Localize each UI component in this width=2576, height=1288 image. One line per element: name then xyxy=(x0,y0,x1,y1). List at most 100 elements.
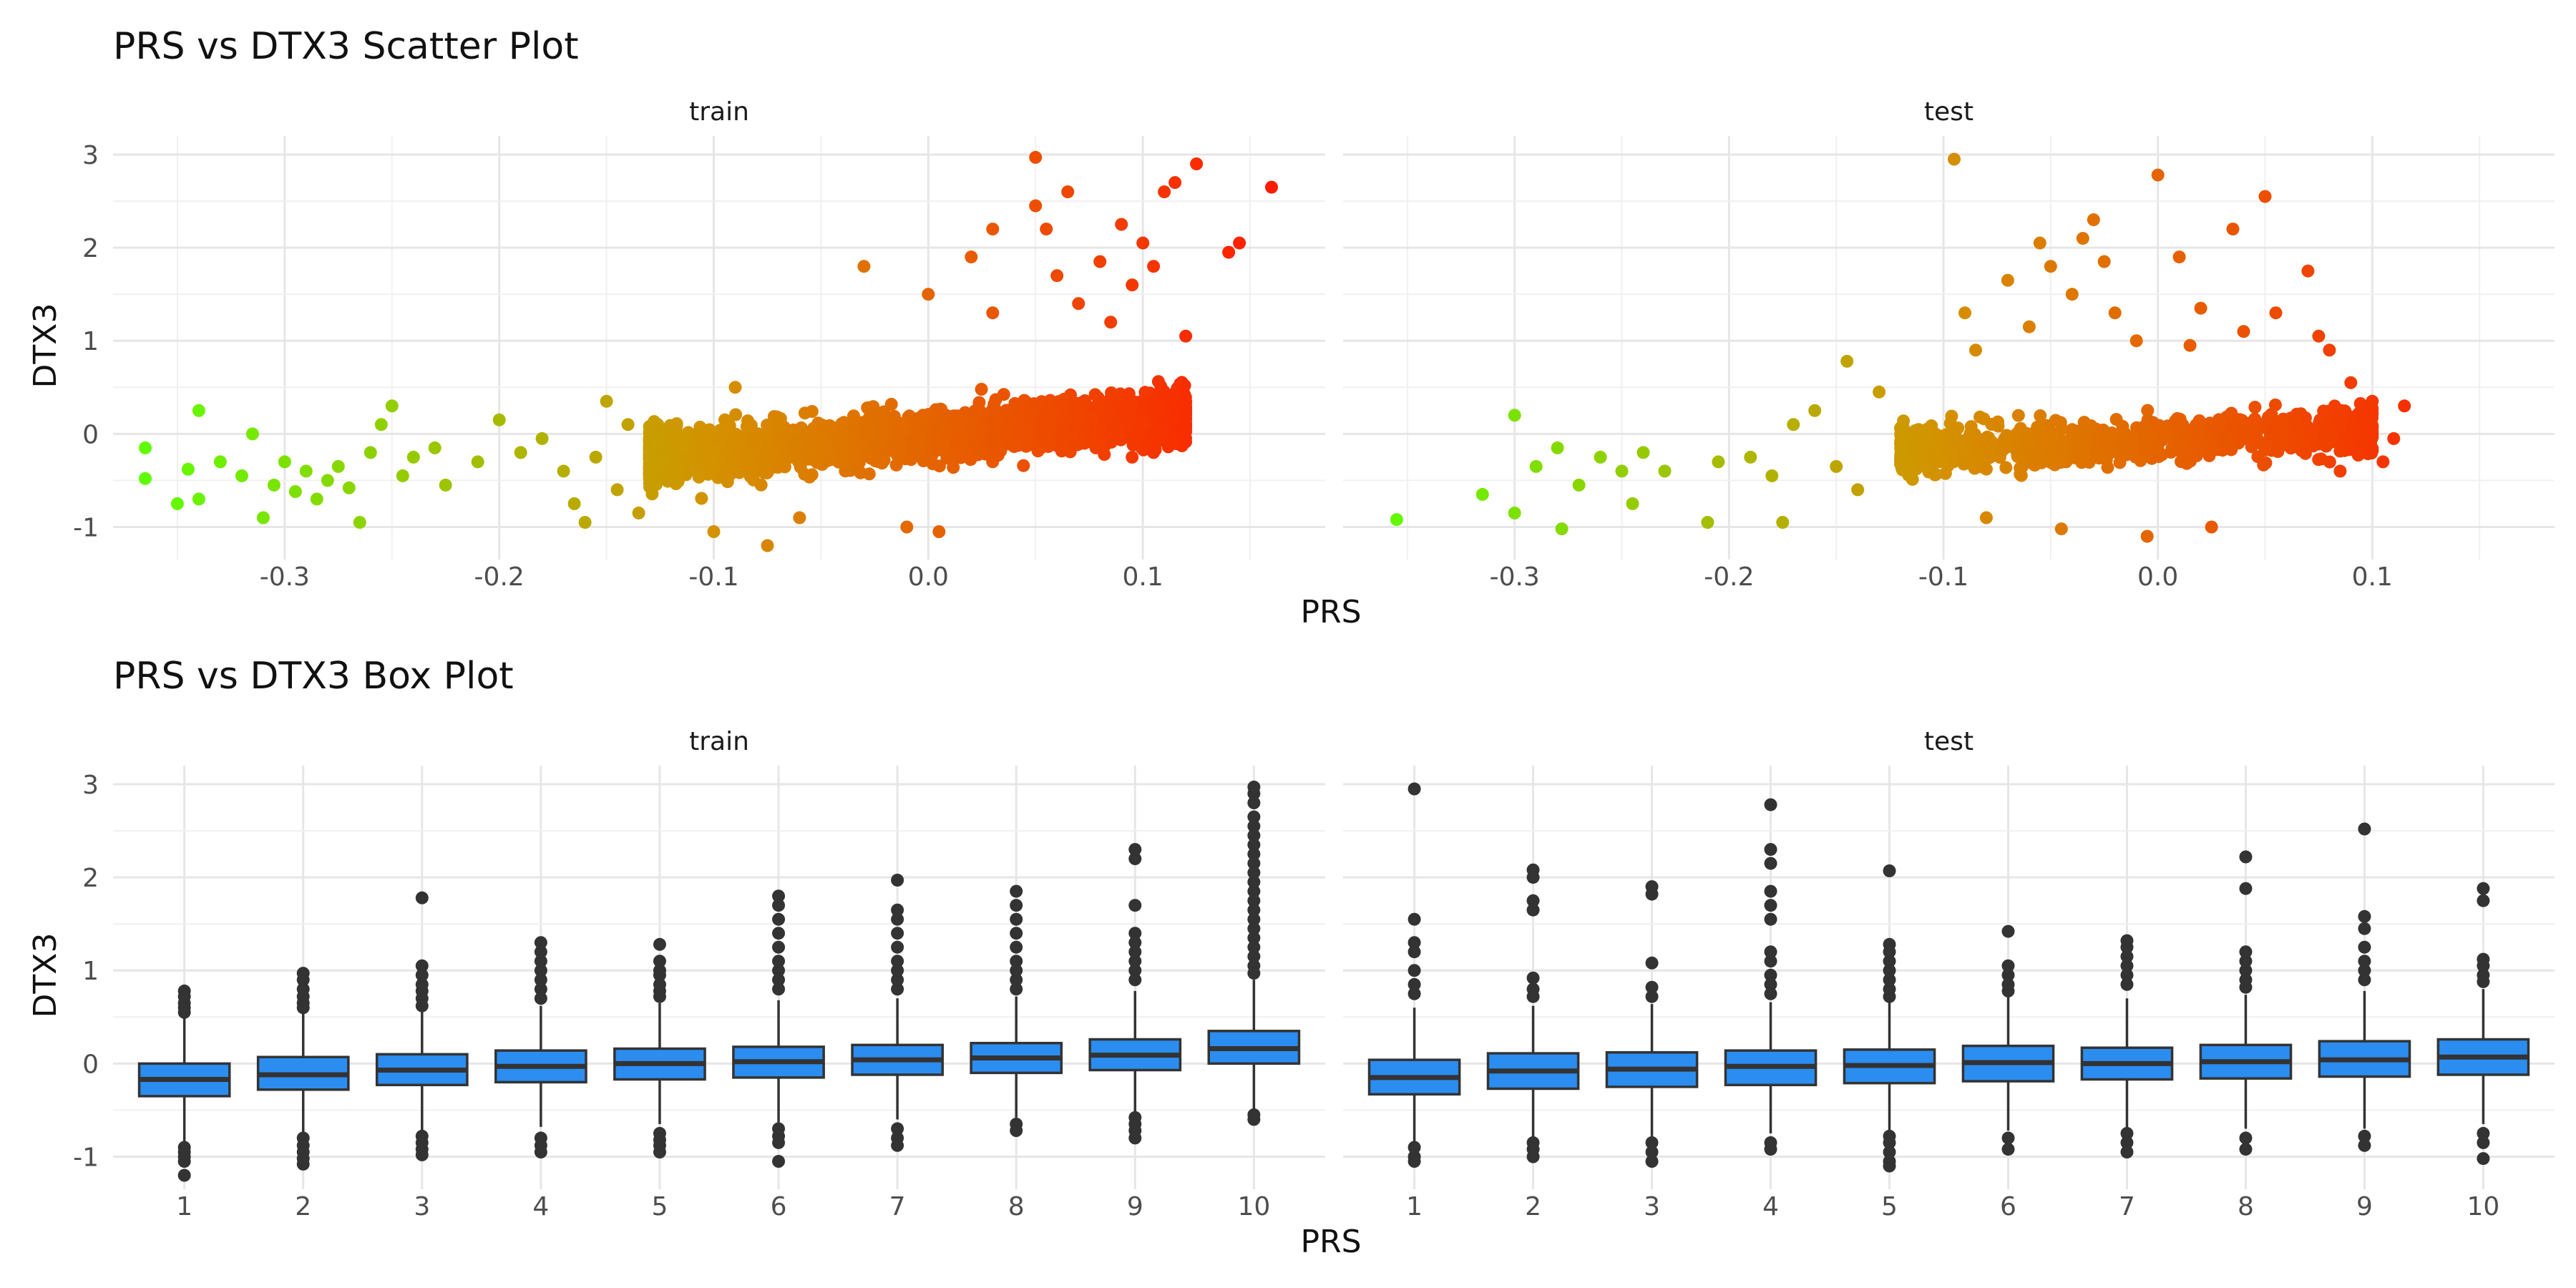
scatter-point xyxy=(1808,404,1822,417)
scatter-y-tick-label: 1 xyxy=(82,327,99,356)
box-outlier xyxy=(1010,982,1023,996)
scatter-points-test xyxy=(1390,152,2411,543)
scatter-point xyxy=(708,443,721,457)
scatter-point xyxy=(2306,428,2319,441)
box-x-tick-label: 2 xyxy=(1525,1192,1541,1221)
scatter-point xyxy=(766,446,779,459)
scatter-point xyxy=(1969,343,1982,357)
scatter-point xyxy=(2364,444,2378,458)
box-outlier xyxy=(2477,882,2490,895)
scatter-point xyxy=(2155,431,2169,444)
box-outlier xyxy=(772,889,786,903)
box-panel-test: test 1 2 3 4 5 6 7 8 9 10 xyxy=(1343,727,2555,1221)
box-outlier xyxy=(1247,838,1261,852)
scatter-point xyxy=(2142,445,2155,459)
box-outlier xyxy=(2120,1136,2134,1149)
box-outlier xyxy=(1128,973,1142,987)
box-outlier xyxy=(653,1146,666,1158)
scatter-point xyxy=(1029,150,1043,164)
scatter-point xyxy=(839,464,852,478)
box-outlier xyxy=(1526,871,1540,884)
box-outlier xyxy=(891,1138,904,1152)
box-outlier xyxy=(1247,875,1261,889)
scatter-x-tick-label: -0.3 xyxy=(260,562,310,592)
scatter-point xyxy=(1945,409,1958,423)
box-outlier xyxy=(1010,927,1023,940)
box-outlier xyxy=(1010,973,1023,987)
scatter-point xyxy=(930,423,943,436)
box-outlier xyxy=(534,973,547,987)
scatter-point xyxy=(1765,469,1779,482)
box-test-8 xyxy=(2199,850,2293,1156)
scatter-point xyxy=(2044,260,2057,273)
box-outlier xyxy=(1407,936,1421,950)
box-train-1 xyxy=(137,984,231,1182)
scatter-point xyxy=(2035,456,2049,469)
box-plot-title: PRS vs DTX3 Box Plot xyxy=(113,655,514,698)
scatter-point xyxy=(932,525,946,538)
scatter-point xyxy=(741,414,754,428)
box-outlier xyxy=(2239,964,2253,977)
scatter-point xyxy=(805,405,819,418)
box-outlier xyxy=(891,955,904,968)
scatter-point xyxy=(267,478,280,492)
scatter-point xyxy=(1088,388,1102,401)
scatter-point xyxy=(321,474,334,487)
box-outlier xyxy=(2001,1143,2015,1156)
scatter-point xyxy=(2346,421,2359,434)
scatter-point xyxy=(1123,414,1136,427)
scatter-point xyxy=(1475,487,1489,501)
scatter-point xyxy=(2172,250,2186,264)
box-outlier xyxy=(2477,894,2490,907)
scatter-point xyxy=(1979,436,1992,450)
scatter-point xyxy=(877,446,891,459)
box-outlier xyxy=(2120,1126,2134,1140)
scatter-point xyxy=(2101,461,2114,474)
scatter-point xyxy=(683,454,696,467)
scatter-point xyxy=(1658,464,1672,478)
scatter-point xyxy=(2325,421,2338,435)
scatter-point xyxy=(668,431,682,444)
box-outlier xyxy=(2358,922,2371,935)
scatter-point xyxy=(610,483,624,497)
box-x-tick-label: 9 xyxy=(1127,1192,1143,1221)
box-outlier xyxy=(1764,857,1777,870)
box-outlier xyxy=(1883,1159,1896,1173)
scatter-point xyxy=(1265,180,1278,194)
scatter-point xyxy=(2138,428,2152,441)
scatter-point xyxy=(1031,397,1045,411)
scatter-point xyxy=(1169,176,1182,190)
scatter-point xyxy=(644,452,658,465)
box-outlier xyxy=(1764,968,1777,982)
box-train-3 xyxy=(375,891,469,1161)
scatter-point xyxy=(949,417,962,430)
box-x-tick-label: 1 xyxy=(176,1192,192,1221)
scatter-point xyxy=(2108,306,2122,320)
box-outlier xyxy=(1645,980,1659,994)
scatter-point xyxy=(2292,424,2306,437)
scatter-point xyxy=(643,433,656,447)
scatter-point xyxy=(471,455,484,469)
box-outlier xyxy=(2001,1131,2015,1145)
box-y-tick-label: -1 xyxy=(73,1143,99,1172)
box-outlier xyxy=(1247,931,1261,945)
scatter-point xyxy=(2129,334,2143,348)
box-x-tick-label: 8 xyxy=(2238,1192,2254,1221)
scatter-point xyxy=(1776,516,1790,529)
scatter-point xyxy=(192,492,205,506)
scatter-point xyxy=(1178,379,1191,392)
scatter-point xyxy=(2048,458,2062,472)
box-outlier xyxy=(415,959,429,972)
scatter-point xyxy=(2194,301,2207,315)
scatter-point xyxy=(1097,414,1111,427)
scatter-point xyxy=(2226,223,2240,236)
box-y-tick-label: 0 xyxy=(82,1050,99,1079)
box-outlier xyxy=(296,1157,310,1171)
box-outlier xyxy=(1407,782,1421,796)
scatter-point xyxy=(2351,449,2365,462)
scatter-point xyxy=(1917,437,1931,451)
scatter-point xyxy=(1551,441,1564,454)
scatter-point xyxy=(2076,232,2089,245)
scatter-point xyxy=(1938,467,1952,480)
